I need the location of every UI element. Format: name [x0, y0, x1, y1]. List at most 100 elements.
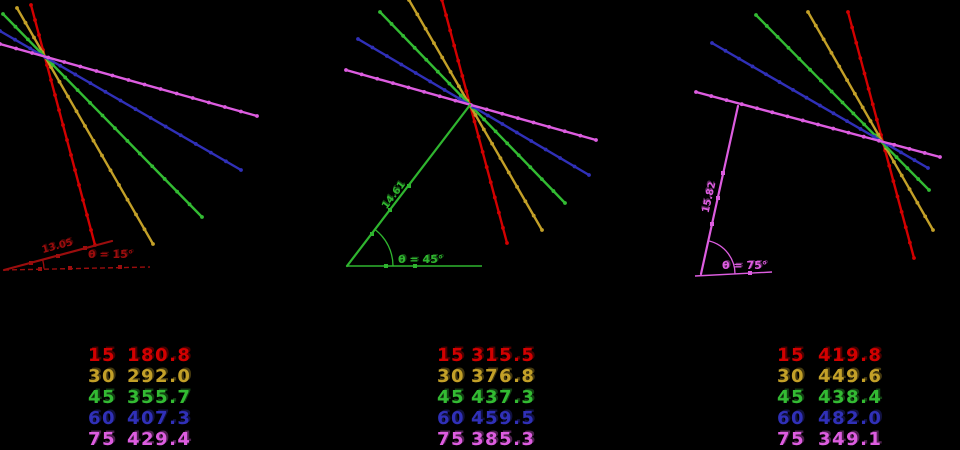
fan-line-marker-dot	[892, 159, 896, 164]
fan-line-marker-dot	[481, 127, 486, 132]
legend-value: 429.4	[127, 429, 191, 450]
fan-line-marker-dot	[440, 55, 445, 60]
fan-line-45deg	[754, 13, 931, 192]
fan-line-marker-dot	[432, 41, 436, 46]
fan-line-marker-dot	[938, 155, 942, 159]
legend-angle: 45	[437, 387, 465, 408]
fan-line-marker-dot	[456, 84, 461, 89]
fan-line-marker-dot	[912, 158, 917, 163]
fan-line-marker-dot	[457, 96, 461, 101]
legend-angle: 45	[777, 387, 805, 408]
fan-line-marker-dot	[406, 85, 411, 90]
fan-line-60deg	[356, 37, 591, 177]
fan-line-marker-dot	[444, 13, 448, 18]
fan-line-marker-dot	[866, 86, 871, 91]
fan-line-marker-dot	[473, 113, 478, 117]
fan-line-marker-dot	[492, 195, 497, 200]
panel-middle: 14.61 θ = 45° 15 315.5 30 376.8 45 437.3 60 459.5…	[344, 0, 598, 450]
fan-line-marker-dot	[13, 37, 17, 42]
fan-line-75deg	[694, 90, 942, 159]
fan-line-marker-dot	[907, 187, 912, 192]
fan-line-marker-dot	[37, 33, 41, 37]
fan-line-marker-dot	[63, 75, 68, 80]
fan-line-marker-dot	[846, 130, 851, 135]
fan-line-marker-dot	[891, 179, 896, 184]
fan-line-75deg	[0, 42, 259, 118]
fan-line-marker-dot	[563, 201, 567, 205]
fan-line-marker-dot	[384, 54, 389, 58]
legend-angle: 45	[88, 387, 116, 408]
fan-line-marker-dot	[57, 108, 61, 112]
fan-line-marker-dot	[30, 51, 35, 55]
fan-line-marker-dot	[407, 0, 411, 2]
legend-value: 315.5	[471, 345, 535, 366]
theta-label: θ = 15°	[88, 248, 133, 261]
fan-line-marker-dot	[539, 177, 544, 182]
fan-line-marker-dot	[739, 102, 744, 107]
fan-line-marker-dot	[399, 62, 404, 67]
fan-line-marker-dot	[359, 72, 364, 77]
fan-line-marker-dot	[806, 10, 810, 14]
fan-line-marker-dot	[754, 13, 758, 17]
fan-line-marker-dot	[77, 183, 81, 187]
fan-line-marker-dot	[829, 50, 834, 55]
fan-line-marker-dot	[724, 98, 729, 103]
legend-value: 437.3	[471, 387, 535, 408]
angle-sketch-right: 15.82θ = 75°	[694, 104, 773, 277]
fan-line-marker-dot	[818, 103, 822, 108]
fan-line-marker-dot	[476, 134, 481, 139]
fan-line-marker-dot	[894, 155, 899, 160]
fan-line-marker-dot	[755, 106, 759, 111]
fan-line-marker-dot	[442, 88, 447, 92]
fan-line-marker-dot	[356, 37, 360, 41]
fan-line-marker-dot	[572, 164, 577, 169]
fan-line-marker-dot	[178, 133, 183, 138]
fan-line-marker-dot	[777, 80, 782, 84]
fan-line-marker-dot	[239, 168, 243, 172]
fan-line-marker-dot	[148, 115, 153, 120]
legend-right: 15 419.8 30 449.6 45 438.4 60 482.0 75 349.1	[777, 345, 882, 450]
fan-line-marker-dot	[50, 62, 55, 67]
fan-line-marker-dot	[505, 241, 509, 245]
legend-value: 449.6	[818, 366, 882, 387]
fan-line-marker-dot	[496, 210, 501, 215]
fan-line-marker-dot	[931, 228, 935, 232]
fan-line-marker-dot	[515, 116, 520, 121]
fan-line-marker-dot	[587, 173, 591, 177]
fan-line-marker-dot	[484, 107, 489, 112]
sketch-square-marker	[68, 266, 72, 270]
fan-line-marker-dot	[923, 214, 928, 219]
fan-line-marker-dot	[437, 94, 442, 99]
fan-line-marker-dot	[493, 129, 498, 134]
sketch-square-marker	[721, 171, 725, 175]
fan-line-marker-dot	[528, 165, 533, 170]
fan-line-marker-dot	[370, 45, 375, 50]
legend-angle: 60	[777, 408, 805, 429]
fan-line-marker-dot	[562, 129, 567, 134]
panel-left: 13.05 θ = 15° 15 180.8 30 292.0 45 355.7 60 407.3…	[0, 3, 259, 450]
sketch-square-marker	[118, 265, 122, 269]
fan-line-marker-dot	[764, 24, 769, 28]
fan-line-marker-dot	[74, 109, 79, 114]
fan-line-marker-dot	[187, 202, 192, 207]
fan-line-marker-dot	[846, 10, 850, 14]
sketch-baseline	[3, 266, 151, 271]
theta-label: θ = 45°	[398, 253, 443, 266]
fan-line-marker-dot	[150, 164, 155, 169]
legend-angle: 30	[777, 366, 805, 387]
fan-line-marker-dot	[206, 100, 211, 105]
fan-line-marker-dot	[193, 142, 198, 146]
fan-line-marker-dot	[547, 124, 552, 129]
fan-line-marker-dot	[506, 170, 511, 175]
fan-line-marker-dot	[915, 200, 920, 205]
fan-line-marker-dot	[750, 64, 755, 69]
fan-line-marker-dot	[531, 213, 536, 218]
fan-line-marker-dot	[33, 18, 37, 22]
fan-line-marker-dot	[428, 79, 433, 84]
sketch-square-marker	[710, 222, 714, 226]
fan-line-marker-dot	[89, 228, 93, 232]
legend-value: 407.3	[127, 408, 191, 429]
fan-line-30deg	[407, 0, 544, 232]
fan-line-marker-dot	[818, 78, 823, 83]
fan-line-marker-dot	[61, 123, 65, 127]
